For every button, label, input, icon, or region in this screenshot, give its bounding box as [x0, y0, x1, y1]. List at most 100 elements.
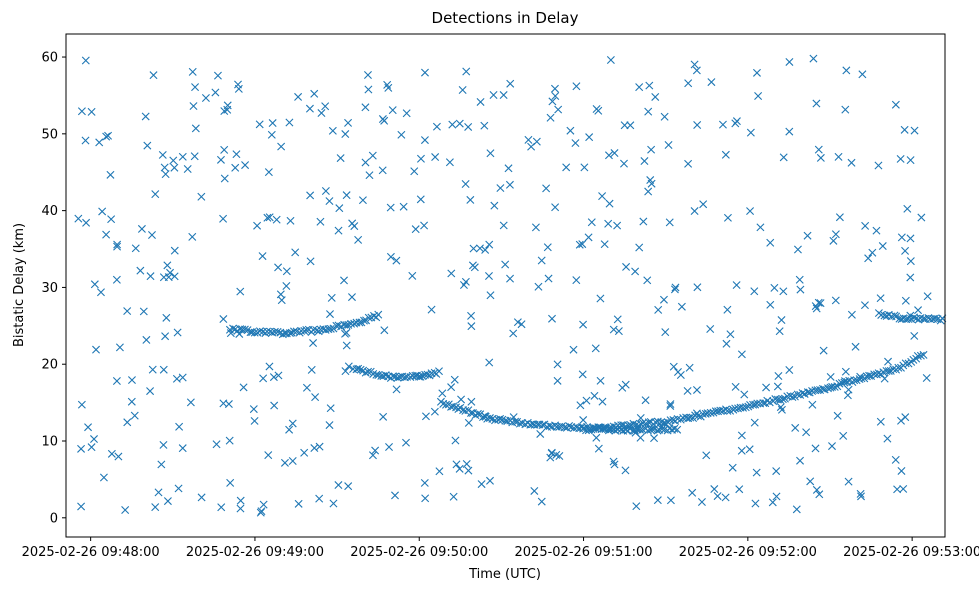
- detection-marker: [310, 444, 319, 453]
- detection-marker: [420, 68, 429, 77]
- detection-marker: [621, 422, 630, 431]
- detection-marker: [548, 97, 557, 106]
- detection-marker: [234, 80, 242, 89]
- detection-marker: [735, 485, 744, 494]
- detection-marker: [276, 290, 285, 299]
- detection-marker: [164, 273, 173, 282]
- detection-marker: [517, 320, 526, 329]
- detection-marker: [750, 287, 759, 296]
- detection-marker: [388, 106, 397, 115]
- detection-marker: [402, 438, 410, 447]
- detection-marker: [163, 261, 172, 270]
- detection-marker: [302, 326, 311, 334]
- detection-marker: [378, 166, 387, 175]
- detection-marker: [596, 376, 605, 385]
- detection-marker: [842, 66, 851, 75]
- detection-marker: [306, 191, 315, 200]
- detection-marker: [258, 252, 267, 261]
- detection-marker: [269, 373, 278, 382]
- detection-marker: [732, 117, 741, 126]
- detection-marker: [776, 403, 785, 412]
- detection-marker: [566, 126, 575, 135]
- detection-marker: [506, 79, 515, 88]
- detection-marker: [899, 484, 908, 493]
- detection-marker: [653, 496, 662, 505]
- detection-marker: [553, 376, 562, 385]
- detection-marker: [410, 167, 419, 176]
- detection-marker: [550, 84, 559, 93]
- detection-marker: [178, 444, 187, 453]
- detection-marker: [87, 107, 96, 116]
- detection-marker: [87, 443, 96, 452]
- detection-marker: [811, 302, 820, 311]
- detection-marker: [883, 434, 892, 443]
- detection-marker: [582, 426, 591, 435]
- detection-marker: [255, 327, 264, 336]
- detection-marker: [835, 379, 844, 388]
- detection-marker: [364, 367, 373, 376]
- detection-marker: [231, 163, 240, 172]
- detection-marker: [154, 488, 163, 497]
- detection-marker: [217, 503, 226, 512]
- detection-marker: [361, 103, 370, 112]
- detection-marker: [785, 366, 794, 374]
- x-tick-label: 2025-02-26 09:48:00: [22, 545, 160, 560]
- detection-marker: [392, 385, 401, 394]
- detection-marker: [740, 390, 749, 399]
- detection-marker: [467, 408, 476, 417]
- detection-marker: [896, 154, 905, 163]
- detection-marker: [265, 213, 274, 222]
- detection-marker: [157, 460, 166, 469]
- x-axis: 2025-02-26 09:48:00 2025-02-26 09:49:00 20…: [22, 537, 979, 560]
- detection-marker: [635, 243, 644, 252]
- detection-marker: [486, 149, 495, 158]
- detection-marker: [778, 395, 787, 404]
- detection-marker: [554, 105, 563, 114]
- detection-marker: [445, 158, 454, 167]
- detection-marks: [74, 54, 947, 517]
- detection-marker: [364, 313, 373, 322]
- detection-marker: [542, 184, 551, 193]
- detection-marker: [459, 281, 468, 289]
- detection-marker: [643, 276, 652, 285]
- y-tick-label: 60: [41, 51, 58, 66]
- detection-marker: [796, 285, 805, 294]
- detection-marker: [893, 485, 902, 494]
- detection-marker: [159, 365, 168, 374]
- detection-marker: [371, 446, 380, 455]
- detection-marker: [777, 405, 786, 414]
- detection-marker: [356, 365, 365, 374]
- y-tick-label: 50: [41, 127, 58, 142]
- detection-marker: [341, 329, 350, 338]
- detection-marker: [342, 321, 351, 330]
- detection-marker: [624, 421, 633, 430]
- detection-marker: [609, 457, 618, 466]
- detection-marker: [268, 119, 277, 128]
- detection-marker: [647, 145, 656, 154]
- detection-marker: [393, 373, 402, 382]
- detection-marker: [197, 192, 206, 201]
- detection-marker: [420, 478, 429, 487]
- detection-marker: [416, 372, 425, 381]
- detection-marker: [537, 497, 546, 506]
- detection-marker: [383, 80, 392, 89]
- detection-marker: [686, 413, 695, 422]
- detection-marker: [546, 113, 555, 122]
- detection-marker: [354, 364, 363, 373]
- detection-marker: [420, 221, 429, 230]
- detection-marker: [146, 387, 155, 396]
- detection-marker: [250, 328, 259, 337]
- detection-marker: [897, 233, 906, 242]
- detection-marker: [713, 492, 722, 501]
- detection-marker: [618, 383, 627, 392]
- detection-marker: [121, 506, 130, 515]
- detection-marker: [666, 400, 675, 409]
- detection-marker: [684, 159, 693, 168]
- detection-marker: [315, 442, 324, 451]
- detection-marker: [381, 371, 390, 380]
- detection-marker: [213, 71, 222, 80]
- detection-marker: [509, 329, 518, 338]
- detection-marker: [527, 142, 536, 151]
- detection-marker: [406, 373, 415, 382]
- detection-marker: [673, 368, 682, 377]
